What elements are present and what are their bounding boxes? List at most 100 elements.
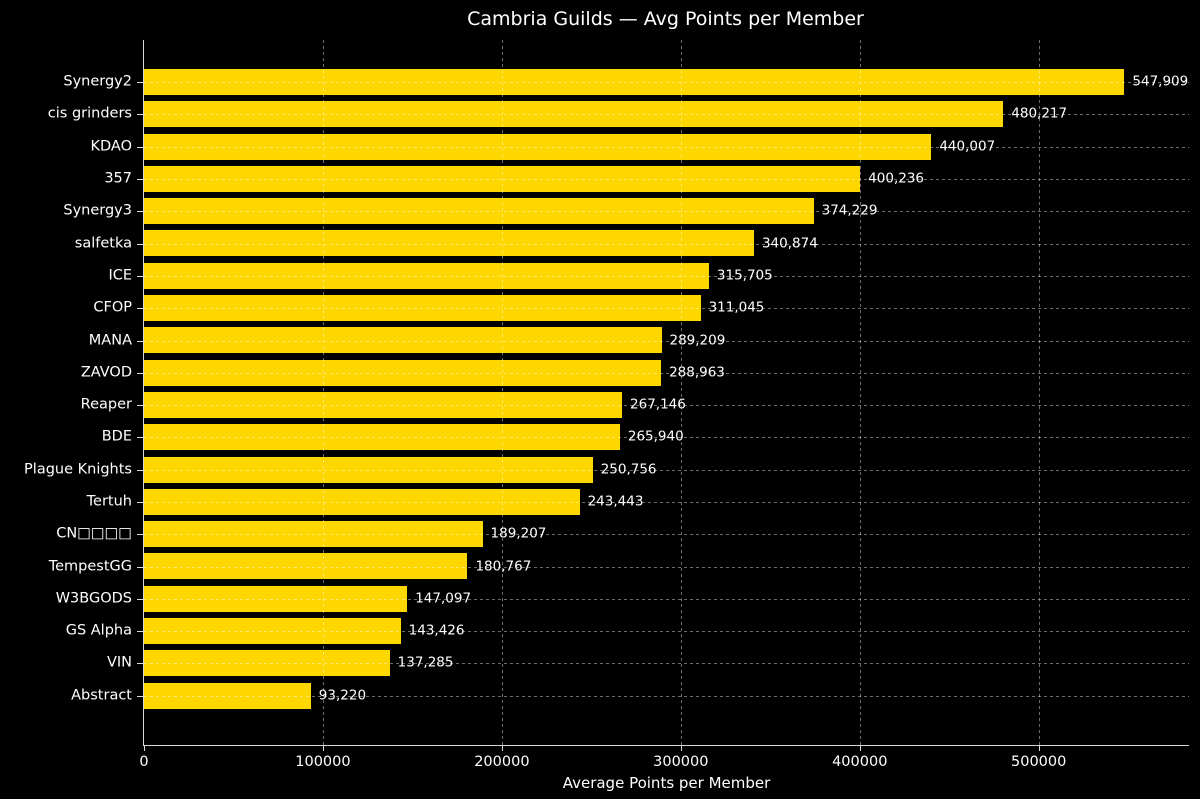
y-tick-mark	[137, 146, 144, 148]
bar-value-label: 137,285	[397, 655, 454, 672]
y-tick-label: TempestGG	[48, 558, 132, 575]
bar	[144, 262, 709, 289]
bar-value-label: 180,767	[475, 558, 532, 575]
x-axis-label: Average Points per Member	[562, 774, 771, 792]
y-tick-label: Synergy2	[63, 73, 132, 90]
y-tick-label: BDE	[101, 429, 132, 446]
y-tick-mark	[137, 340, 144, 342]
y-tick-label: Reaper	[80, 396, 132, 413]
y-tick-label: ZAVOD	[80, 364, 132, 381]
y-tick-mark	[137, 663, 144, 665]
bar-rows-container: Synergy2 547,909 cis grinders 480,217 KDAO 44…	[24, 66, 1189, 712]
bar	[144, 198, 814, 225]
y-tick-label: Tertuh	[86, 493, 132, 510]
bar	[144, 424, 620, 451]
bar	[144, 682, 311, 709]
bar	[144, 295, 701, 322]
bar-row: CFOP 311,045	[93, 292, 1189, 324]
bar-row: cis grinders 480,217	[48, 98, 1189, 130]
y-tick-mark	[137, 566, 144, 568]
plot-area: Synergy2 547,909 cis grinders 480,217 KDAO 44…	[24, 40, 1189, 792]
y-tick-mark	[137, 243, 144, 245]
y-tick-mark	[137, 534, 144, 536]
y-tick-label: Plague Knights	[24, 461, 132, 478]
y-tick-mark	[137, 405, 144, 407]
y-tick-label: W3BGODS	[55, 590, 132, 607]
y-tick-label: salfetka	[74, 235, 132, 252]
y-tick-label: KDAO	[90, 138, 133, 155]
bar	[144, 69, 1125, 95]
y-tick-label: cis grinders	[47, 106, 132, 123]
y-tick-mark	[137, 82, 144, 84]
bar-value-label: 288,963	[669, 364, 725, 381]
y-tick-label: VIN	[106, 655, 132, 672]
bar-value-label: 289,209	[669, 332, 726, 349]
bar	[144, 521, 483, 548]
bar-row: Synergy3 374,229	[63, 195, 1189, 227]
bar	[144, 327, 662, 354]
y-tick-mark	[137, 275, 144, 277]
y-tick-mark	[137, 114, 144, 116]
x-tick-label: 300000	[653, 754, 709, 770]
y-tick-label: Abstract	[71, 687, 132, 704]
bar-value-label: 189,207	[490, 525, 547, 542]
y-tick-label: Synergy3	[63, 203, 132, 220]
bar	[144, 618, 401, 645]
bar-row: MANA 289,209	[89, 324, 1189, 356]
bar	[144, 133, 932, 160]
x-tick-mark	[322, 745, 324, 751]
y-tick-mark	[137, 372, 144, 374]
y-tick-mark	[137, 211, 144, 213]
bar-row: Plague Knights 250,756	[24, 454, 1189, 486]
bar-row: salfetka 340,874	[75, 227, 1189, 259]
bar-value-label: 143,426	[408, 622, 465, 639]
y-tick-mark	[137, 437, 144, 439]
bar	[144, 165, 861, 192]
bar-value-label: 400,236	[868, 170, 924, 187]
y-tick-label: 357	[104, 170, 132, 187]
bar	[144, 101, 1004, 128]
bar-value-label: 547,909	[1132, 73, 1189, 90]
y-tick-label: CN□□□□	[56, 525, 132, 542]
bar	[144, 650, 390, 677]
y-tick-mark	[137, 469, 144, 471]
bar	[144, 391, 623, 418]
y-tick-label: CFOP	[93, 299, 132, 316]
bar-row: CN□□□□ 189,207	[56, 518, 1189, 550]
bar-row: ZAVOD 288,963	[81, 357, 1189, 389]
bar-value-label: 250,756	[600, 461, 657, 478]
y-tick-label: ICE	[108, 267, 132, 284]
y-tick-label: MANA	[88, 332, 132, 349]
y-tick-mark	[137, 631, 144, 633]
x-tick-label: 0	[139, 754, 149, 770]
y-tick-mark	[137, 179, 144, 181]
x-tick-label: 200000	[474, 754, 530, 770]
x-tick-label: 400000	[832, 754, 888, 770]
x-tick-mark	[680, 745, 682, 751]
bar-row: GS Alpha 143,426	[66, 615, 1189, 647]
bar-row: ICE 315,705	[108, 260, 1189, 292]
bar-value-label: 267,146	[630, 396, 686, 413]
bar-value-label: 480,217	[1011, 106, 1068, 123]
bar-value-label: 311,045	[708, 299, 765, 316]
bar-row: W3BGODS 147,097	[56, 583, 1189, 615]
bar	[144, 359, 662, 386]
bar-value-label: 315,705	[716, 267, 773, 284]
y-tick-label: GS Alpha	[65, 622, 132, 639]
bar	[144, 488, 580, 515]
y-tick-mark	[137, 695, 144, 697]
bar-row: Synergy2 547,909	[63, 66, 1189, 98]
x-tick-mark	[501, 745, 503, 751]
bar-value-label: 340,874	[761, 235, 818, 252]
bar-row: TempestGG 180,767	[49, 550, 1189, 582]
x-tick-mark	[144, 745, 145, 751]
bar-row: VIN 137,285	[107, 647, 1189, 679]
y-tick-mark	[137, 502, 144, 503]
bar-row: 357 400,236	[104, 163, 1189, 195]
bar	[144, 553, 468, 580]
x-tick-mark	[859, 745, 861, 751]
bar-value-label: 93,220	[318, 687, 367, 704]
y-tick-mark	[137, 308, 144, 310]
bar-row: Reaper 267,146	[81, 389, 1189, 421]
